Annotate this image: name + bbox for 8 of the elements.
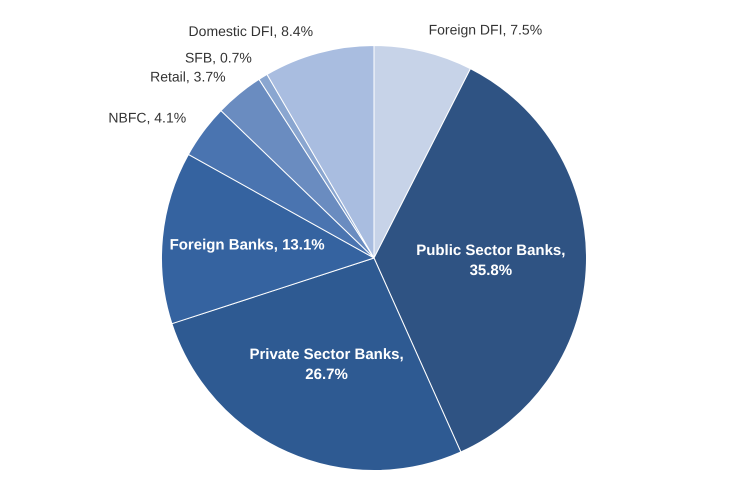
slice-label: Foreign DFI, 7.5% [428, 22, 542, 38]
slice-label: Public Sector Banks, 35.8% [416, 242, 566, 280]
slice-label: SFB, 0.7% [184, 50, 252, 66]
slice-label: Domestic DFI, 8.4% [188, 23, 314, 40]
slice-label: NBFC, 4.1% [108, 110, 186, 126]
slice-label: Foreign Banks, 13.1% [170, 236, 325, 254]
slice-label: Retail, 3.7% [150, 68, 226, 84]
slice-label: Private Sector Banks, 26.7% [249, 346, 404, 383]
